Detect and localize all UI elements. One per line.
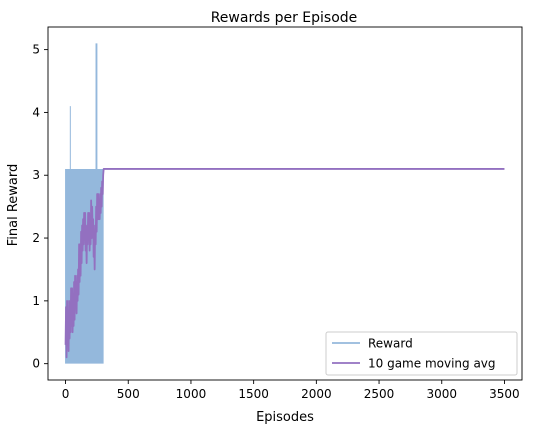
x-axis: 0 500 1000 1500 2000 2500 3000 3500: [62, 380, 520, 401]
y-axis: 0 1 2 3 4 5: [32, 43, 48, 371]
legend-box: [325, 331, 518, 376]
x-tick-label: 3000: [426, 387, 457, 401]
series-layer: [64, 43, 505, 364]
x-tick-label: 1500: [238, 387, 269, 401]
y-tick-label: 0: [32, 357, 40, 371]
y-tick-label: 5: [32, 43, 40, 57]
x-tick-label: 2000: [301, 387, 332, 401]
y-tick-label: 1: [32, 294, 40, 308]
plot-frame: [47, 26, 523, 381]
y-tick-label: 4: [32, 105, 40, 119]
x-tick-label: 3500: [489, 387, 520, 401]
series-reward-line: [65, 43, 505, 364]
x-tick-label: 0: [62, 387, 70, 401]
x-tick-label: 500: [117, 387, 140, 401]
legend-label-reward: Reward: [368, 337, 413, 351]
y-tick-label: 2: [32, 231, 40, 245]
legend-label-moving-avg: 10 game moving avg: [368, 357, 496, 371]
chart-title: Rewards per Episode: [211, 10, 358, 26]
y-tick-label: 3: [32, 168, 40, 182]
x-tick-label: 2500: [364, 387, 395, 401]
legend: Reward 10 game moving avg: [325, 331, 518, 376]
x-axis-label: Episodes: [256, 410, 314, 425]
x-tick-label: 1000: [176, 387, 207, 401]
y-axis-label: Final Reward: [6, 164, 21, 247]
series-moving-avg-line: [64, 168, 505, 359]
